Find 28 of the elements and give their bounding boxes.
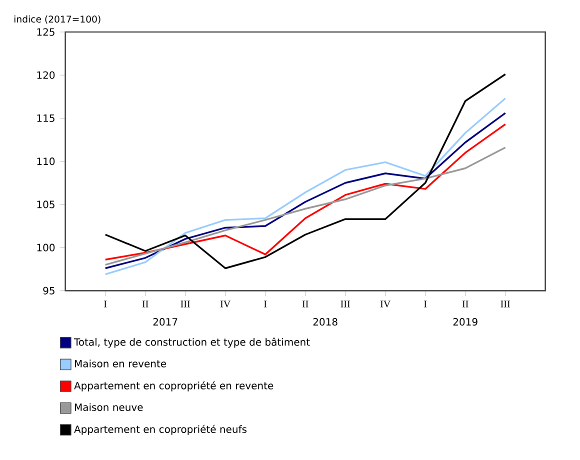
x-tick-label: II [462, 300, 468, 308]
y-tick-label: 125 [37, 28, 54, 36]
x-tick-label: I [264, 300, 267, 308]
x-tick-label: IV [220, 300, 230, 308]
line-series [104, 73, 506, 270]
x-tick-label: III [500, 300, 510, 308]
y-tick-label: 95 [43, 286, 54, 294]
y-axis-title: indice (2017=100) [14, 15, 100, 24]
text: 2018 [313, 318, 338, 326]
y-tick-label: 120 [37, 71, 55, 79]
y-tick-label: 110 [37, 158, 55, 166]
legend-label: Maison neuve [74, 403, 143, 411]
x-tick-label: IV [380, 300, 391, 308]
x-tick-label: I [104, 300, 107, 308]
text: 2019 [453, 318, 478, 326]
legend-label: Total, type de construction et type de bâtiment [74, 338, 310, 348]
y-tick-label: 100 [37, 244, 55, 252]
legend-label: Appartement en copropriété neufs [74, 424, 247, 435]
legend-label: Maison en revente [74, 360, 166, 368]
legend-label: Appartement en copropriété en revente [74, 381, 274, 392]
x-tick-label: III [180, 300, 190, 308]
x-tick-label: II [302, 300, 308, 308]
y-tick-label: 105 [37, 200, 54, 208]
x-tick-label: I [424, 300, 427, 308]
x-tick-label: III [340, 300, 350, 308]
y-tick-label: 115 [37, 114, 54, 122]
text: 2017 [153, 318, 178, 326]
x-tick-label: II [142, 300, 148, 308]
